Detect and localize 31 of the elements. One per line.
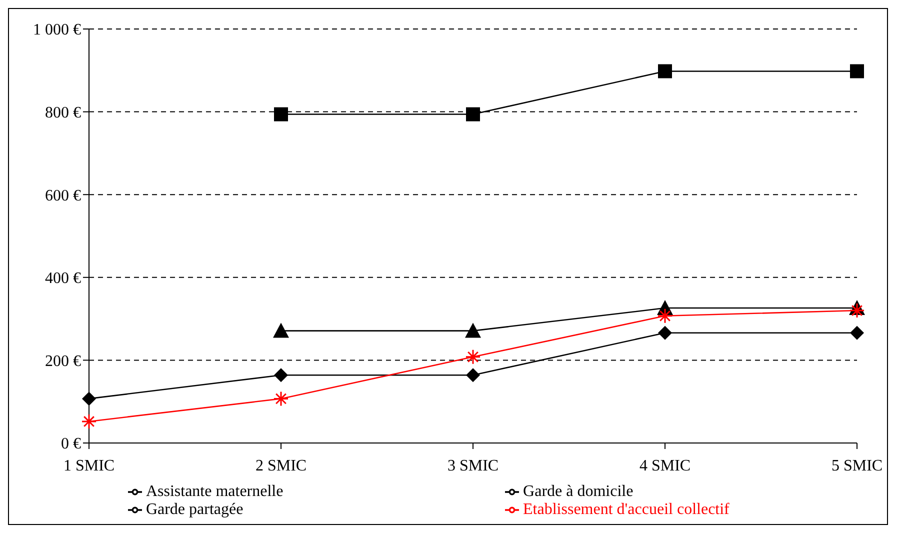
point bbox=[273, 322, 289, 338]
legend-label: Garde partagée bbox=[146, 501, 244, 518]
y-tick-label: 400 € bbox=[45, 270, 81, 288]
y-tick-label: 0 € bbox=[61, 436, 81, 453]
x-tick-label: 3 SMIC bbox=[447, 457, 499, 474]
point bbox=[657, 308, 673, 324]
point bbox=[274, 368, 288, 382]
point bbox=[850, 64, 864, 78]
point bbox=[466, 368, 480, 382]
point bbox=[274, 107, 288, 122]
y-tick-label: 200 € bbox=[45, 352, 81, 370]
point bbox=[81, 414, 97, 430]
y-tick-label: 600 € bbox=[45, 187, 81, 204]
point bbox=[658, 326, 672, 340]
point bbox=[465, 322, 481, 338]
x-tick-label: 4 SMIC bbox=[639, 457, 691, 474]
legend-label: Etablissement d'accueil collectif bbox=[523, 501, 730, 518]
x-tick-label: 5 SMIC bbox=[831, 457, 883, 474]
point bbox=[465, 349, 481, 365]
x-tick-label: 1 SMIC bbox=[63, 457, 115, 474]
point bbox=[658, 64, 672, 78]
point bbox=[849, 302, 865, 318]
y-tick-label: 1 000 € bbox=[33, 22, 81, 39]
legend-label: Assistante maternelle bbox=[146, 483, 284, 500]
point bbox=[466, 107, 480, 122]
x-tick-label: 2 SMIC bbox=[255, 457, 307, 474]
point bbox=[850, 326, 864, 340]
legend-label: Garde à domicile bbox=[523, 483, 634, 500]
point bbox=[273, 390, 289, 406]
point bbox=[82, 392, 96, 406]
y-tick-label: 800 € bbox=[45, 104, 81, 122]
